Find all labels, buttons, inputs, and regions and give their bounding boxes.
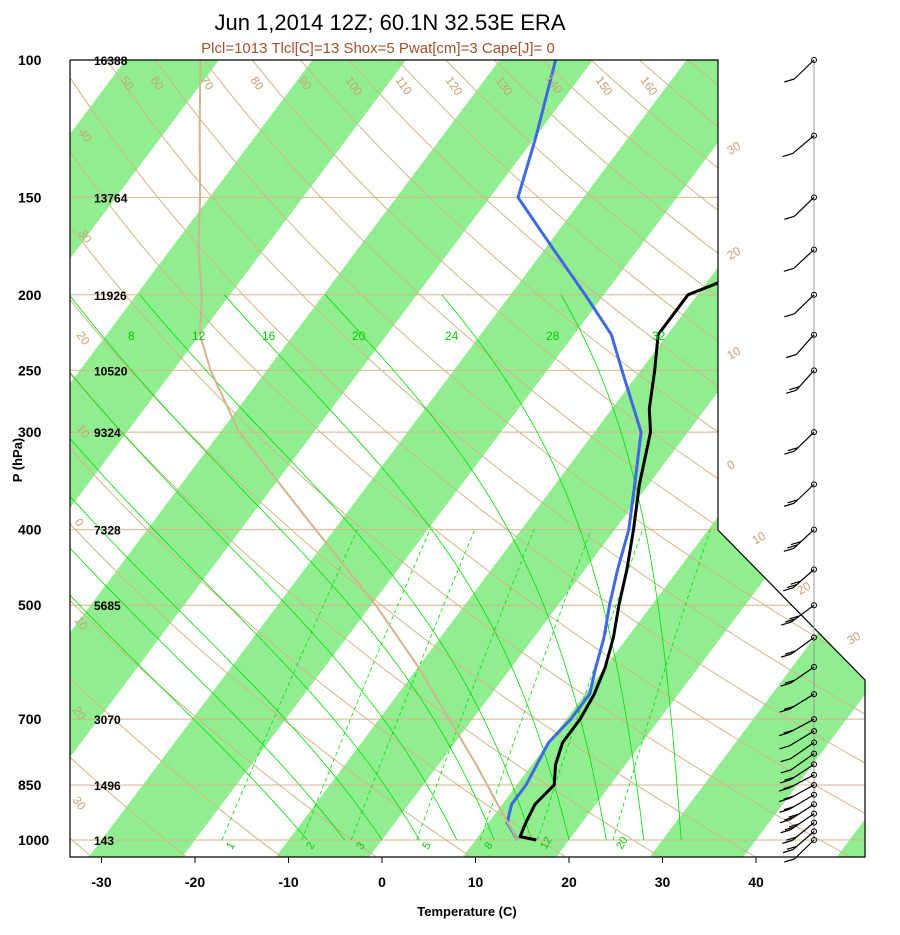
moist-adiabat-label: 20	[352, 329, 366, 343]
wind-barb-flag	[783, 850, 793, 853]
moist-adiabat-label: 28	[546, 329, 560, 343]
pressure-tick-label: 250	[18, 362, 42, 378]
wind-barb-flag	[784, 548, 794, 551]
wind-barb-staff	[794, 60, 814, 79]
isotherm-band-lower	[650, 840, 756, 857]
x-tick-label: 0	[378, 874, 386, 890]
height-label: 5685	[94, 599, 121, 613]
height-label: 16388	[94, 54, 128, 68]
height-label: 3070	[94, 713, 121, 727]
isotherm-label: 30	[725, 139, 744, 158]
chart-subtitle: Plcl=1013 Tlcl[C]=13 Shox=5 Pwat[cm]=3 C…	[201, 40, 555, 57]
isotherm-label: 20	[725, 244, 744, 263]
moist-adiabat-label: 16	[262, 329, 276, 343]
moist-adiabat-label: 12	[192, 329, 206, 343]
moist-adiabat-label: 24	[445, 329, 459, 343]
x-axis-label: Temperature (C)	[417, 904, 516, 919]
wind-barb-staff	[793, 136, 814, 154]
wind-barb-flag	[784, 216, 794, 219]
mixing-ratio-label: 1	[224, 840, 237, 851]
wind-barb-flag	[782, 840, 792, 843]
pressure-tick-label: 400	[18, 522, 42, 538]
height-label: 1496	[94, 779, 121, 793]
x-tick-label: -10	[278, 874, 298, 890]
x-tick-label: -30	[91, 874, 111, 890]
wind-barb-flag	[784, 79, 794, 82]
dry-adiabat-label-left: 30	[70, 794, 89, 813]
x-tick-label: 20	[561, 874, 577, 890]
dry-adiabat-label: 110	[393, 74, 416, 98]
wind-barb-flag	[786, 390, 796, 393]
dry-adiabat-label-left: 20	[74, 329, 93, 348]
wind-barb-flag	[783, 588, 793, 591]
pressure-tick-label: 200	[18, 287, 42, 303]
wind-barb-flag	[784, 268, 794, 271]
isotherm-label: 10	[725, 344, 744, 363]
height-label: 143	[94, 834, 114, 848]
dry-adiabat-label: 80	[248, 74, 267, 93]
isotherm-label: 0	[725, 457, 738, 473]
chart-title: Jun 1,2014 12Z; 60.1N 32.53E ERA	[214, 10, 565, 35]
wind-barb-flag	[786, 355, 796, 358]
wind-barb-flag	[783, 154, 793, 157]
wind-barb-flag	[781, 654, 791, 657]
moist-adiabat-label: 32	[652, 329, 666, 343]
x-tick-label: 30	[655, 874, 671, 890]
dry-adiabat-label: 160	[638, 74, 661, 99]
isotherm-label: 20	[795, 579, 814, 598]
wind-barb-staff	[796, 335, 814, 355]
x-tick-label: 10	[468, 874, 484, 890]
pressure-tick-label: 100	[18, 52, 42, 68]
isotherm-label: 30	[845, 629, 864, 648]
wind-barb-flag	[784, 451, 794, 454]
height-label: 10520	[94, 364, 128, 378]
wind-barb-staff	[794, 295, 814, 314]
isotherm-band-lower	[0, 840, 8, 857]
mixing-ratio-label: 5	[420, 840, 433, 851]
pressure-tick-label: 150	[18, 189, 42, 205]
wind-barb-flag	[781, 622, 791, 625]
pressure-tick-label: 700	[18, 711, 42, 727]
isotherm-band	[850, 60, 900, 840]
pressure-tick-label: 850	[18, 777, 42, 793]
isotherm-band	[663, 60, 900, 840]
height-label: 7328	[94, 524, 121, 538]
wind-barb-flag	[784, 859, 794, 862]
height-label: 9324	[94, 426, 121, 440]
moist-adiabat-label: 8	[128, 329, 135, 343]
isotherm-label: 10	[750, 529, 769, 548]
x-tick-label: -20	[185, 874, 205, 890]
height-label: 13764	[94, 191, 128, 205]
wind-barb-staff	[794, 197, 814, 216]
wind-barb-staff	[794, 250, 814, 269]
wind-barb-flag	[784, 314, 794, 317]
pressure-tick-label: 1000	[18, 832, 49, 848]
height-label: 11926	[94, 289, 127, 303]
y-axis-label: P (hPa)	[10, 438, 25, 483]
x-tick-label: 40	[748, 874, 764, 890]
wind-barb-flag	[784, 503, 794, 506]
dry-adiabat-label: 150	[593, 74, 616, 99]
pressure-tick-label: 500	[18, 597, 42, 613]
wind-barb-staff	[794, 840, 814, 859]
